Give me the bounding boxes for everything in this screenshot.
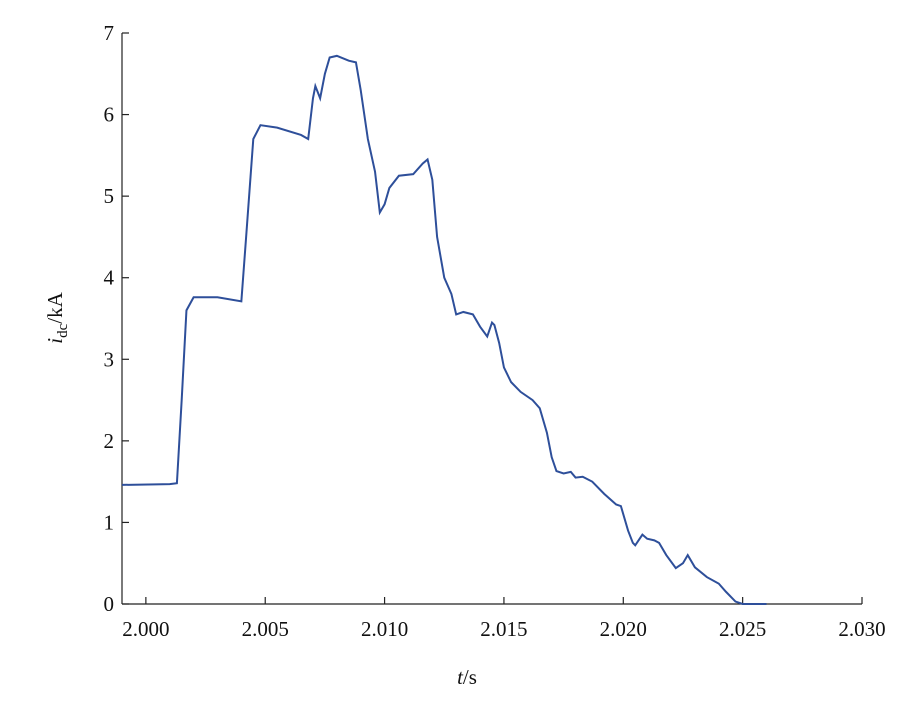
y-sub: dc	[55, 323, 71, 338]
y-tick-label: 4	[104, 266, 115, 290]
y-var: i	[43, 338, 67, 344]
x-unit: /s	[463, 665, 477, 689]
x-tick-label: 2.005	[242, 617, 289, 641]
x-tick-label: 2.000	[122, 617, 169, 641]
y-axis-label: idc/kA	[43, 291, 71, 343]
y-tick-label: 1	[104, 510, 115, 534]
data-line	[121, 54, 767, 605]
y-tick-label: 2	[104, 429, 115, 453]
y-tick-label: 0	[104, 592, 115, 616]
y-tick-label: 3	[104, 347, 115, 371]
x-axis-label: t/s	[457, 665, 477, 689]
x-tick-label: 2.025	[719, 617, 766, 641]
x-tick-label: 2.020	[600, 617, 647, 641]
x-var: t	[457, 665, 464, 689]
y-tick-label: 7	[104, 21, 115, 45]
y-unit: /kA	[43, 291, 67, 323]
x-tick-label: 2.030	[838, 617, 885, 641]
x-tick-label: 2.015	[480, 617, 527, 641]
y-tick-label: 5	[104, 184, 115, 208]
x-tick-label: 2.010	[361, 617, 408, 641]
y-tick-label: 6	[104, 103, 115, 127]
